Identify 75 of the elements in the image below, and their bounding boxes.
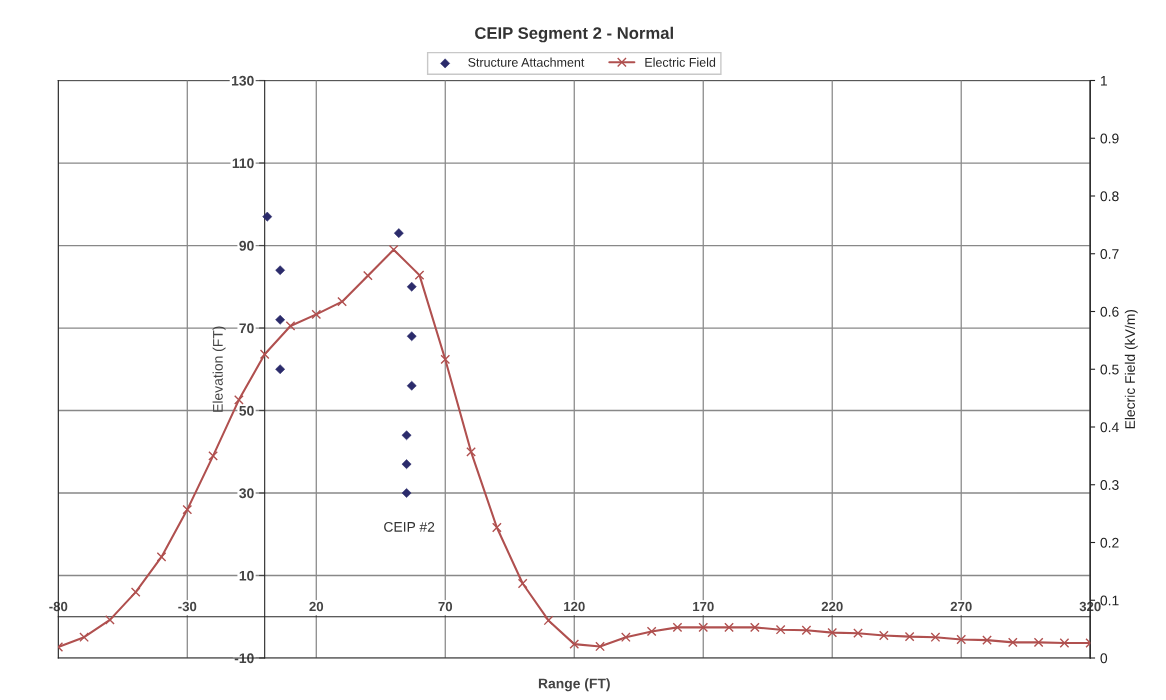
y2-tick-label: 0.3 xyxy=(1100,480,1119,490)
y-tick-label: 90 xyxy=(239,240,254,251)
x-tick-label: 220 xyxy=(821,601,843,612)
y-tick-label: 50 xyxy=(239,405,254,416)
point xyxy=(105,615,115,625)
x-tick-label: 120 xyxy=(564,601,585,612)
point xyxy=(775,624,786,635)
y-tick-label: 70 xyxy=(239,323,254,334)
y-tick-label: 130 xyxy=(231,75,254,86)
y2-tick-label: 0.5 xyxy=(1100,364,1119,375)
point xyxy=(79,632,89,643)
point xyxy=(156,552,167,562)
point xyxy=(543,615,554,626)
y2-tick-label: 0.9 xyxy=(1100,133,1119,144)
point xyxy=(234,394,244,405)
y2-tick-label: 0.4 xyxy=(1100,422,1119,433)
y2-tick-label: 0.1 xyxy=(1100,595,1119,606)
y-axis-title: Elevation (FT) xyxy=(212,326,226,412)
point xyxy=(801,625,812,636)
point xyxy=(827,627,838,638)
point xyxy=(363,270,373,281)
y2-tick-label: 1 xyxy=(1100,75,1107,86)
legend-label: Electric Field xyxy=(645,57,716,67)
point xyxy=(749,622,760,633)
point xyxy=(208,451,218,461)
point xyxy=(698,622,709,633)
y2-tick-label: 0.7 xyxy=(1100,249,1119,259)
point xyxy=(285,321,296,331)
point xyxy=(1007,637,1018,648)
point xyxy=(853,628,863,639)
point xyxy=(259,349,270,360)
x-tick-label: 20 xyxy=(309,601,324,612)
point xyxy=(724,622,734,633)
y2-axis-title: Elecric Field (kV/m) xyxy=(1124,309,1138,429)
point xyxy=(646,626,657,637)
point xyxy=(440,354,451,365)
point xyxy=(182,504,193,515)
x-tick-label: 70 xyxy=(438,601,453,612)
point xyxy=(466,446,476,457)
point xyxy=(337,296,347,307)
point xyxy=(414,270,425,280)
point xyxy=(595,641,605,652)
point xyxy=(672,622,683,633)
y-tick-label: 30 xyxy=(239,488,254,499)
legend-label: Structure Attachment xyxy=(468,57,585,67)
point xyxy=(878,630,889,641)
point xyxy=(388,244,399,255)
point xyxy=(275,314,286,325)
point xyxy=(620,632,631,643)
x-axis-title: Range (FT) xyxy=(538,678,610,692)
point xyxy=(569,639,580,650)
point xyxy=(401,459,412,469)
chart-title: CEIP Segment 2 - Normal xyxy=(475,26,673,43)
x-tick-label: -30 xyxy=(178,601,197,612)
y2-tick-label: 0.8 xyxy=(1100,191,1119,202)
point xyxy=(406,331,417,342)
point xyxy=(956,634,967,645)
point xyxy=(130,587,141,598)
point xyxy=(1059,638,1070,648)
point xyxy=(930,632,941,643)
point xyxy=(1033,637,1044,648)
y2-tick-label: 0.2 xyxy=(1100,537,1119,548)
point xyxy=(517,578,528,589)
y-tick-label: 10 xyxy=(239,570,254,581)
point xyxy=(406,380,417,391)
y-tick-label: 110 xyxy=(232,158,254,169)
annotation: CEIP #2 xyxy=(384,521,435,532)
y2-tick-label: 0 xyxy=(1100,653,1108,664)
point xyxy=(904,631,915,642)
point xyxy=(982,635,992,645)
point xyxy=(311,309,322,320)
x-tick-label: 270 xyxy=(950,601,972,612)
point xyxy=(491,522,502,533)
y2-tick-label: 0.6 xyxy=(1100,306,1119,317)
x-tick-label: 170 xyxy=(693,601,714,612)
